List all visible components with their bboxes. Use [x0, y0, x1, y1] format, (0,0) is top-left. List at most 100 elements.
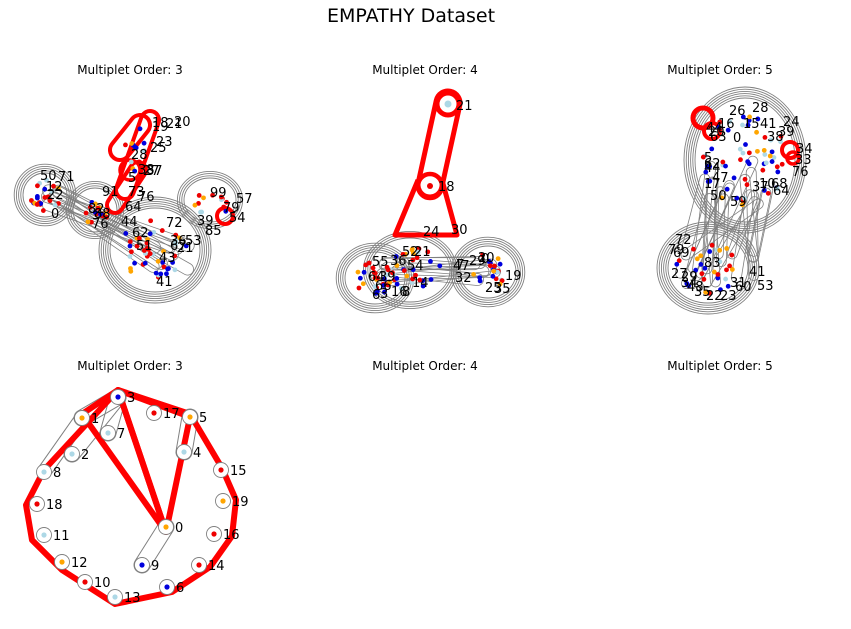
node-dot	[360, 281, 366, 287]
node-dot	[711, 269, 717, 275]
node-label-18: 18	[46, 498, 63, 513]
node-dot	[774, 164, 780, 170]
node-dot	[428, 259, 433, 264]
node-dot	[761, 187, 767, 193]
node-dot	[161, 264, 167, 270]
node-label: 54	[407, 259, 424, 274]
node-dot	[755, 116, 761, 122]
node-label: 26	[729, 104, 746, 119]
node-dot	[417, 277, 423, 283]
node-8	[41, 469, 47, 475]
highlight-hyperedge-2	[108, 113, 152, 162]
node-label: 0	[733, 131, 741, 146]
node-dot	[725, 127, 731, 133]
node-label: 32	[455, 271, 472, 286]
node-dot	[729, 252, 735, 258]
node-5	[187, 414, 193, 420]
node-dot	[742, 196, 747, 201]
node-dot	[762, 152, 768, 157]
node-dot	[409, 246, 415, 252]
node-12	[59, 559, 65, 565]
node-dot	[40, 208, 46, 213]
hull-cluster-bottom	[105, 203, 205, 297]
node-label: 64	[773, 184, 790, 199]
node-label: 30	[451, 223, 468, 238]
node-label: 19	[505, 269, 522, 284]
node-dot	[774, 186, 780, 192]
node-dot	[127, 254, 133, 259]
node-dot	[129, 141, 135, 146]
node-2	[69, 451, 75, 457]
node-dot	[765, 190, 771, 196]
node-label-14: 14	[208, 559, 225, 574]
node-dot	[160, 260, 166, 265]
node-dot	[144, 240, 150, 246]
node-dot	[731, 175, 737, 181]
node-label: 39	[197, 214, 214, 229]
node-dot	[709, 242, 715, 248]
node-dot	[223, 208, 229, 214]
node-dot	[375, 288, 380, 294]
node-label: 37	[146, 164, 163, 179]
node-dot	[381, 283, 386, 288]
node-label: 60	[735, 280, 752, 295]
node-dot	[199, 209, 205, 215]
node-dot	[745, 122, 751, 128]
node-label: 50	[710, 189, 727, 204]
node-label: 31	[730, 276, 747, 291]
node-dot	[381, 276, 387, 282]
node-dot	[742, 176, 748, 182]
node-label: 36	[170, 234, 187, 249]
node-11	[41, 532, 47, 538]
node-dot	[155, 258, 161, 264]
node-17	[151, 410, 157, 416]
node-label: 6	[372, 288, 380, 303]
node-dot	[729, 267, 735, 272]
node-label: 28	[752, 101, 769, 116]
node-dot	[744, 182, 750, 188]
node-dot	[145, 237, 150, 242]
node-dot	[715, 272, 721, 277]
node-dot	[738, 157, 743, 163]
node-dot	[674, 261, 680, 267]
hyperedge-line	[680, 198, 764, 261]
node-dot	[746, 161, 752, 167]
node-dot	[55, 186, 61, 191]
node-dot	[493, 276, 499, 282]
hyperedge-line	[681, 180, 735, 289]
node-dot	[384, 272, 389, 278]
highlight-loop	[780, 140, 800, 160]
node-dot	[136, 235, 142, 241]
node-dot	[356, 285, 362, 291]
highlight-loop	[434, 90, 462, 118]
node-dot	[141, 248, 147, 253]
node-label-16: 16	[223, 528, 240, 543]
node-0	[163, 524, 169, 530]
node-dot	[492, 263, 497, 269]
node-dot	[183, 243, 189, 249]
hull-cluster-right	[176, 170, 244, 230]
node-dot	[444, 100, 452, 108]
node-label: 53	[185, 234, 202, 249]
node-dot	[132, 260, 137, 266]
node-dot	[495, 256, 501, 262]
hyperedge-line	[50, 189, 168, 270]
node-label-5: 5	[199, 411, 207, 426]
node-dot	[495, 269, 500, 275]
hull-cluster-left	[20, 170, 70, 220]
node-dot	[398, 285, 404, 291]
node-label: 29	[469, 254, 486, 269]
node-dot	[128, 159, 134, 165]
node-dot	[173, 232, 179, 238]
node-dot	[771, 155, 777, 160]
node-label: 76	[92, 217, 109, 232]
node-dot	[693, 267, 699, 273]
node-label: 20	[708, 125, 725, 140]
node-dot	[497, 281, 503, 287]
node-dot	[410, 276, 415, 282]
node-dot	[410, 257, 416, 263]
node-label: 44	[706, 121, 723, 136]
node-dot	[768, 137, 774, 143]
hull-cluster-bottom	[102, 200, 208, 300]
